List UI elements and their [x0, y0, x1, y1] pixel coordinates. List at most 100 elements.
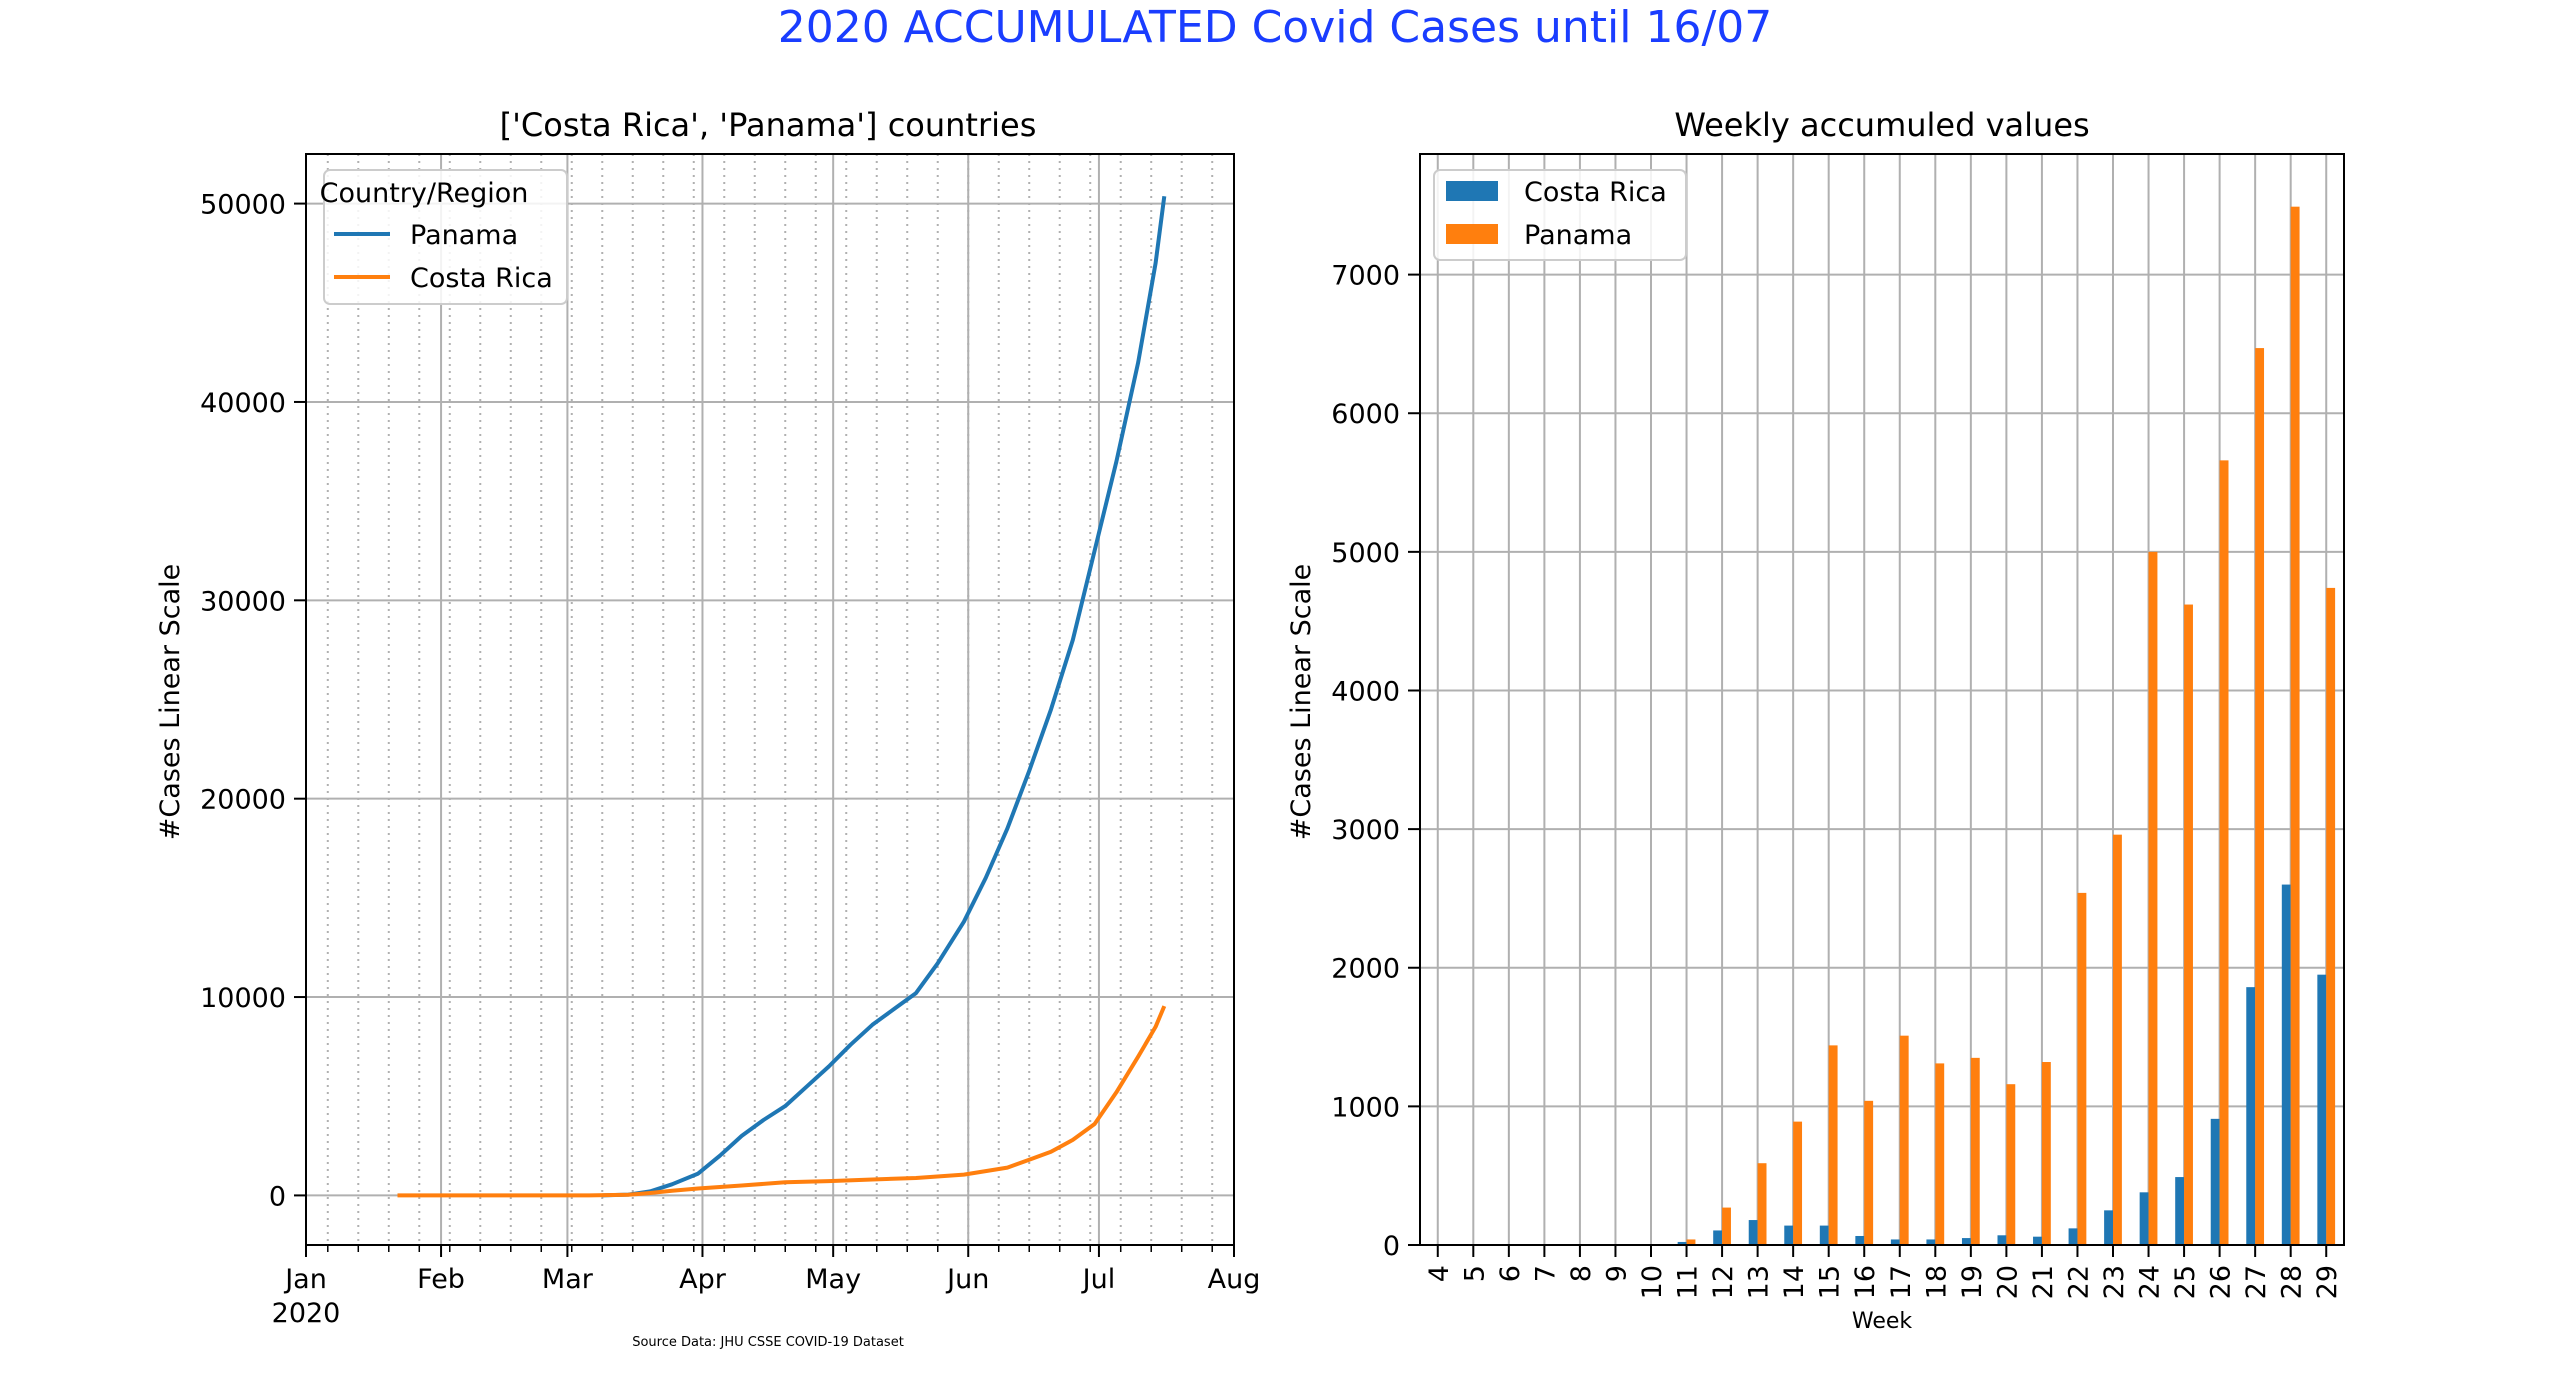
x-tick-label: 5	[1459, 1265, 1490, 1282]
line-chart-panel: ['Costa Rica', 'Panama'] countries Jan20…	[155, 106, 1260, 1350]
bar-costa-rica-week-17	[1890, 1239, 1900, 1245]
line-chart-title: ['Costa Rica', 'Panama'] countries	[500, 106, 1037, 144]
bar-costa-rica-week-25	[2175, 1177, 2185, 1245]
source-note: Source Data: JHU CSSE COVID-19 Dataset	[632, 1335, 904, 1350]
x-tick-label: 10	[1637, 1265, 1668, 1299]
bar-costa-rica-week-13	[1748, 1220, 1758, 1245]
x-tick-label: 26	[2206, 1265, 2237, 1299]
line-chart-y-axis-label: #Cases Linear Scale	[155, 564, 186, 841]
bar-panama-week-27	[2255, 348, 2265, 1246]
series-line-panama	[602, 195, 1167, 1198]
x-tick-label: 6	[1495, 1265, 1526, 1282]
legend-swatch-costa-rica-bar	[1446, 181, 1498, 201]
bar-chart-legend: Costa Rica Panama	[1433, 169, 1687, 261]
bar-costa-rica-week-12	[1713, 1230, 1723, 1245]
y-tick-label: 10000	[200, 983, 286, 1014]
y-tick-label: 0	[1383, 1231, 1400, 1262]
bar-costa-rica-week-21	[2033, 1236, 2042, 1245]
y-tick-label: 0	[269, 1181, 286, 1212]
bar-costa-rica-week-14	[1784, 1225, 1794, 1245]
line-chart-legend: Country/Region Panama Costa Rica	[320, 169, 568, 305]
x-tick-label: May	[805, 1264, 861, 1295]
series-line-costa-rica	[397, 1005, 1167, 1198]
bar-costa-rica-week-29	[2317, 974, 2327, 1245]
bar-chart-panel: Weekly accumuled values 0 1000 2000 3000 400…	[1286, 106, 2345, 1334]
bar-panama-week-13	[1757, 1163, 1767, 1245]
x-tick-label: Jun	[945, 1264, 989, 1295]
legend-label-costa-rica: Costa Rica	[410, 263, 553, 294]
x-tick-label: 27	[2241, 1265, 2272, 1299]
bar-panama-week-26	[2219, 460, 2229, 1246]
bar-panama-week-20	[2006, 1084, 2016, 1245]
x-tick-label: 28	[2277, 1265, 2308, 1299]
bar-panama-week-23	[2113, 834, 2122, 1245]
y-tick-label: 2000	[1331, 954, 1400, 985]
y-tick-label: 4000	[1331, 676, 1400, 707]
y-tick-label: 6000	[1331, 399, 1400, 430]
y-tick-label: 1000	[1331, 1092, 1400, 1123]
bar-costa-rica-week-28	[2281, 884, 2291, 1245]
bar-panama-week-24	[2148, 551, 2158, 1245]
x-tick-label: 11	[1673, 1265, 1704, 1299]
x-tick-label: 9	[1601, 1265, 1632, 1282]
x-tick-label: 14	[1779, 1265, 1810, 1299]
bar-chart-x-axis-label: Week	[1852, 1309, 1913, 1334]
x-tick-label: 18	[1921, 1265, 1952, 1299]
x-tick-label: 19	[1957, 1265, 1988, 1299]
y-tick-label: 30000	[200, 586, 286, 617]
bar-costa-rica-week-11	[1677, 1241, 1687, 1245]
bar-panama-week-29	[2326, 587, 2336, 1245]
figure-title: 2020 ACCUMULATED Covid Cases until 16/07	[778, 2, 1773, 53]
bar-chart-title: Weekly accumuled values	[1674, 106, 2089, 144]
bar-panama-week-21	[2041, 1062, 2051, 1245]
bar-panama-week-19	[1970, 1057, 1980, 1245]
legend-swatch-panama-bar	[1446, 224, 1498, 244]
x-tick-label: Jul	[1081, 1264, 1116, 1295]
x-tick-label: Mar	[542, 1264, 594, 1295]
x-tick-label: 29	[2312, 1265, 2343, 1299]
x-tick-label: 21	[2028, 1265, 2059, 1299]
bar-panama-week-22	[2077, 892, 2087, 1245]
legend-label-panama: Panama	[410, 220, 518, 251]
bar-costa-rica-week-23	[2104, 1210, 2113, 1245]
bar-chart-frame	[1419, 153, 2345, 1246]
bar-costa-rica-week-16	[1855, 1235, 1865, 1245]
bar-chart-bars	[1642, 206, 2336, 1246]
y-tick-label: 20000	[200, 785, 286, 816]
x-tick-label: 8	[1566, 1265, 1597, 1282]
x-tick-label: 20	[1992, 1265, 2023, 1299]
x-tick-label: Apr	[679, 1264, 727, 1295]
bar-costa-rica-week-18	[1926, 1239, 1936, 1245]
x-tick-label: 23	[2099, 1265, 2130, 1299]
bar-costa-rica-week-15	[1819, 1225, 1829, 1245]
x-tick-label: 25	[2170, 1265, 2201, 1299]
x-tick-label: Aug	[1208, 1264, 1261, 1295]
x-tick-label: 15	[1815, 1265, 1846, 1299]
y-tick-label: 3000	[1331, 815, 1400, 846]
bar-costa-rica-week-22	[2068, 1228, 2078, 1245]
x-tick-label: 16	[1850, 1265, 1881, 1299]
legend-label-costa-rica-bar: Costa Rica	[1524, 177, 1667, 208]
bar-panama-week-12	[1722, 1207, 1731, 1245]
y-tick-label: 40000	[200, 388, 286, 419]
bar-panama-week-16	[1864, 1100, 1874, 1245]
line-chart-series	[397, 195, 1167, 1198]
x-tick-label: 7	[1530, 1265, 1561, 1282]
x-tick-label: Jan	[283, 1264, 327, 1295]
bar-costa-rica-week-19	[1961, 1238, 1971, 1245]
bar-costa-rica-week-26	[2210, 1118, 2220, 1245]
legend-label-panama-bar: Panama	[1524, 220, 1632, 251]
bar-costa-rica-week-20	[1997, 1235, 2007, 1245]
x-tick-label: 2020	[272, 1298, 341, 1329]
y-tick-label: 5000	[1331, 538, 1400, 569]
x-tick-label: Feb	[417, 1264, 465, 1295]
bar-panama-week-11	[1686, 1239, 1696, 1245]
x-tick-label: 24	[2135, 1265, 2166, 1299]
x-tick-label: 17	[1886, 1265, 1917, 1299]
x-tick-label: 13	[1744, 1265, 1775, 1299]
line-chart-frame	[305, 153, 1235, 1246]
x-tick-label: 12	[1708, 1265, 1739, 1299]
